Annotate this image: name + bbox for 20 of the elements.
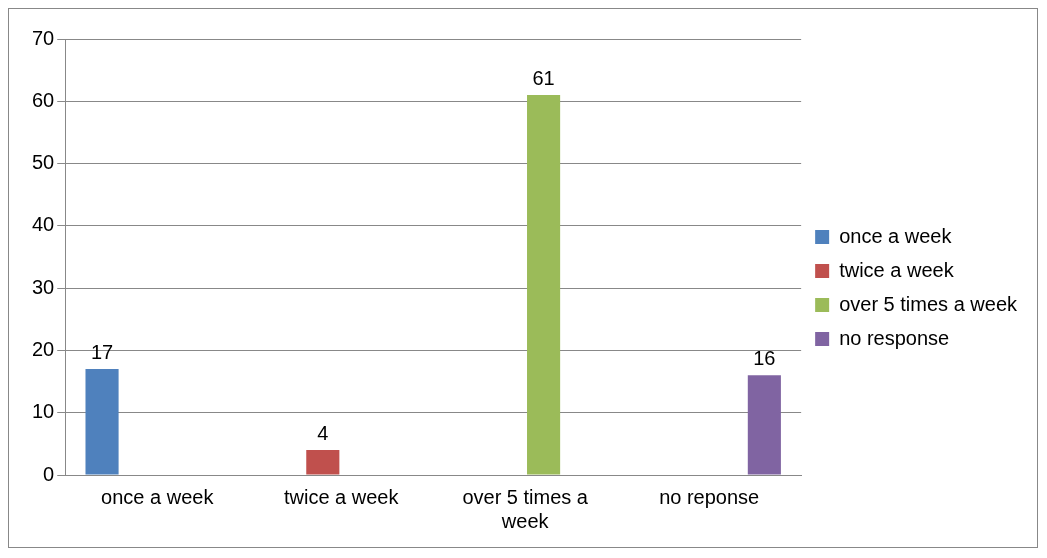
y-tick-label: 10 [32, 400, 55, 423]
data-label: 61 [532, 66, 555, 89]
data-label: 17 [90, 340, 114, 363]
y-tick-label: 20 [32, 337, 55, 360]
legend-label: over 5 times a week [839, 292, 1018, 315]
legend-label: once a week [839, 224, 953, 247]
x-tick-label: no reponse [659, 485, 760, 508]
y-tick-label: 40 [32, 213, 55, 236]
data-label: 16 [753, 346, 776, 369]
y-tick-label: 60 [32, 88, 55, 111]
x-tick-label: once a week [101, 485, 215, 508]
x-tick-label: over 5 times a week [462, 485, 589, 532]
y-tick-label: 30 [32, 275, 55, 298]
y-tick-label: 50 [32, 151, 55, 174]
y-tick-label: 70 [32, 26, 55, 49]
y-tick-label: 0 [43, 462, 55, 485]
data-label: 4 [317, 421, 329, 444]
legend-label: no response [839, 326, 950, 349]
legend-label: twice a week [839, 258, 955, 281]
x-tick-label: twice a week [283, 485, 400, 508]
